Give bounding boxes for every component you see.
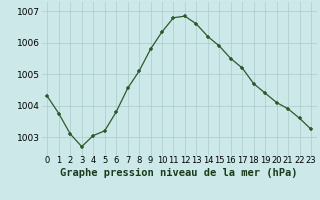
X-axis label: Graphe pression niveau de la mer (hPa): Graphe pression niveau de la mer (hPa) [60, 168, 298, 178]
